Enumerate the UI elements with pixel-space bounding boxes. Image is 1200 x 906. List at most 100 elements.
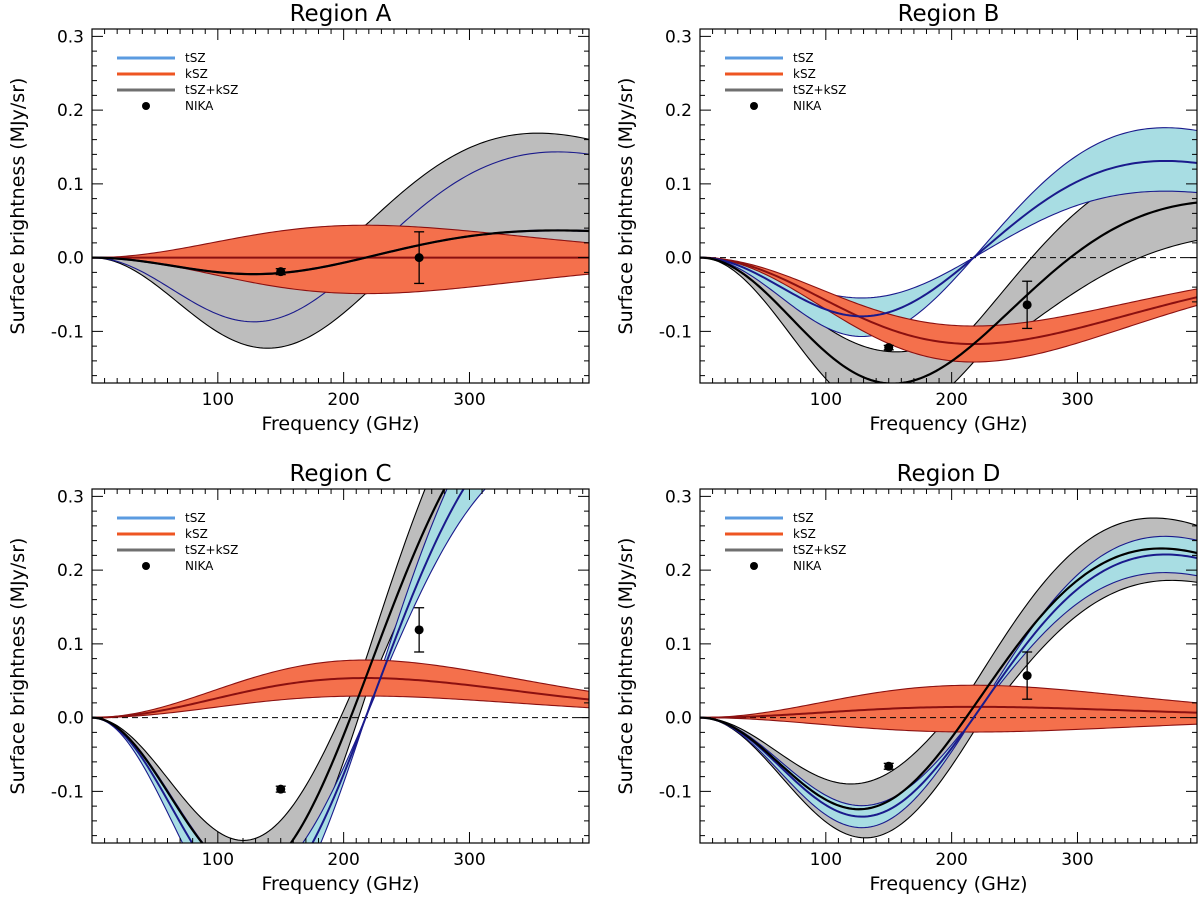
panel-title: Region C [289,461,391,487]
x-tick-label: 100 [810,850,842,870]
tsz-band [700,127,1197,337]
nika-point [884,343,894,353]
y-tick-label: 0.1 [665,635,692,655]
legend-label: NIKA [793,559,822,573]
legend-marker [750,102,758,110]
plot-frame [91,488,590,844]
x-tick-label: 300 [1061,850,1093,870]
legend: tSZ kSZ tSZ+kSZ NIKA [117,511,238,573]
tsz-ksz-band-lower-edge [700,239,1197,383]
legend-marker [142,102,150,110]
tsz-ksz-series-line [700,547,1197,811]
ksz-band-lower-edge [92,695,589,719]
plot-frame [699,28,1198,384]
ksz-band [700,257,1197,363]
y-tick-label: 0.1 [665,175,692,195]
tsz-series-line [92,489,465,843]
chart-panel: 100 200 300 -0.1 0.0 0.1 0.2 0.3 Region B Frequen… [615,1,1198,435]
ksz-band [92,660,589,718]
nika-point [414,253,424,263]
ksz-band-lower-edge [700,717,1197,733]
y-tick-label: 0.0 [665,709,692,729]
panel-title: Region D [897,461,1001,487]
y-axis-label: Surface brightness (MJy/sr) [7,78,29,335]
legend-label: tSZ+kSZ [185,83,238,97]
y-tick-label: -0.1 [51,782,84,802]
nika-point [884,761,894,771]
ksz-series-line [700,705,1197,719]
legend-label: kSZ [185,527,208,541]
x-axis-label: Frequency (GHz) [869,873,1027,895]
x-tick-label: 200 [935,390,967,410]
y-tick-label: -0.1 [51,322,84,342]
tsz-ksz-band-upper-edge [92,489,426,841]
legend-label: tSZ [793,511,814,525]
plot-area [92,132,589,349]
plot-area [700,127,1197,383]
tsz-band-upper-edge [700,127,1197,338]
tsz-band [700,536,1197,828]
legend-label: tSZ+kSZ [793,543,846,557]
tsz-series-line [700,159,1197,318]
y-axis-label: Surface brightness (MJy/sr) [7,538,29,795]
x-tick-label: 200 [327,390,359,410]
y-tick-label: 0.2 [57,561,84,581]
legend-label: tSZ [185,511,206,525]
x-tick-label: 100 [202,850,234,870]
y-axis-label: Surface brightness (MJy/sr) [615,538,637,795]
x-tick-label: 300 [453,390,485,410]
x-tick-label: 300 [1061,390,1093,410]
tsz-band-lower-edge [700,572,1197,807]
nika-point [1022,300,1032,310]
tsz-series-line [700,553,1197,818]
tsz-band-upper-edge [92,489,448,843]
y-tick-label: 0.3 [665,487,692,507]
legend: tSZ kSZ tSZ+kSZ NIKA [725,51,846,113]
chart-panel: 100 200 300 -0.1 0.0 0.1 0.2 0.3 Region D Frequen… [615,461,1198,895]
tsz-ksz-series-line [92,229,589,276]
legend-label: kSZ [793,67,816,81]
y-tick-label: 0.1 [57,175,84,195]
tsz-ksz-series-line [700,201,1197,383]
ksz-series-line [700,256,1197,346]
plot-area [700,517,1197,839]
legend-label: NIKA [185,99,214,113]
tsz-ksz-band-lower-edge [700,579,1197,839]
tsz-band-upper-edge [700,535,1197,829]
chart-panel: 100 200 300 -0.1 0.0 0.1 0.2 0.3 Region A Frequen… [7,1,590,435]
tsz-ksz-series-line [92,489,446,843]
plot-area [92,489,589,843]
ksz-band-lower-edge [700,257,1197,363]
plot-frame [699,488,1198,844]
y-tick-label: 0.3 [57,27,84,47]
nika-point [276,267,286,277]
legend-label: kSZ [793,527,816,541]
ksz-band-upper-edge [700,684,1197,719]
y-tick-label: 0.2 [57,101,84,121]
legend-label: tSZ [793,51,814,65]
legend-marker [750,562,758,570]
x-tick-label: 100 [202,390,234,410]
x-axis-label: Frequency (GHz) [869,413,1027,435]
y-tick-label: 0.1 [57,635,84,655]
ksz-band [700,685,1197,733]
nika-point [276,784,286,794]
nika-point [414,625,424,635]
x-tick-label: 200 [935,850,967,870]
y-tick-label: 0.0 [57,249,84,269]
plot-frame [91,28,590,384]
nika-point [1022,671,1032,681]
tsz-band [92,489,486,843]
legend-label: tSZ [185,51,206,65]
ksz-band-upper-edge [92,224,589,259]
y-tick-label: -0.1 [659,782,692,802]
legend-label: kSZ [185,67,208,81]
y-tick-label: 0.3 [57,487,84,507]
ksz-band-upper-edge [92,659,589,719]
legend: tSZ kSZ tSZ+kSZ NIKA [117,51,238,113]
chart-panel: 100 200 300 -0.1 0.0 0.1 0.2 0.3 Region C Frequen… [7,461,590,895]
legend-label: NIKA [793,99,822,113]
y-tick-label: 0.2 [665,561,692,581]
y-tick-label: -0.1 [659,322,692,342]
